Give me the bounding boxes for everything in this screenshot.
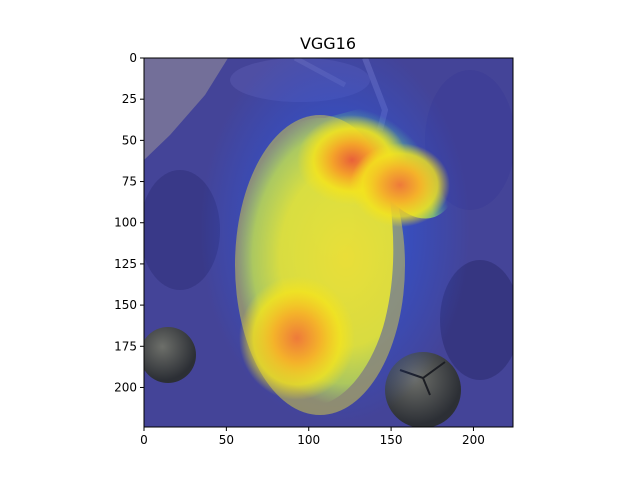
y-tick-label: 175 — [114, 339, 137, 353]
x-tick-label: 0 — [140, 433, 148, 447]
x-tick-label: 100 — [297, 433, 320, 447]
y-tick-label: 200 — [114, 380, 137, 394]
y-tick-label: 0 — [129, 51, 137, 65]
y-tick-label: 125 — [114, 257, 137, 271]
y-tick-label: 100 — [114, 216, 137, 230]
y-tick-label: 150 — [114, 298, 137, 312]
x-tick-label: 150 — [380, 433, 403, 447]
x-tick-label: 50 — [219, 433, 234, 447]
y-tick-label: 75 — [122, 175, 137, 189]
chart-title: VGG16 — [300, 34, 356, 53]
plot-frame — [143, 57, 514, 428]
x-tick-label: 200 — [462, 433, 485, 447]
y-tick-label: 25 — [122, 92, 137, 106]
x-axis: 0 50 100 150 200 — [140, 427, 485, 447]
heatmap-image — [144, 58, 513, 427]
y-tick-label: 50 — [122, 133, 137, 147]
y-axis: 0 25 50 75 100 125 150 175 200 — [114, 51, 144, 394]
